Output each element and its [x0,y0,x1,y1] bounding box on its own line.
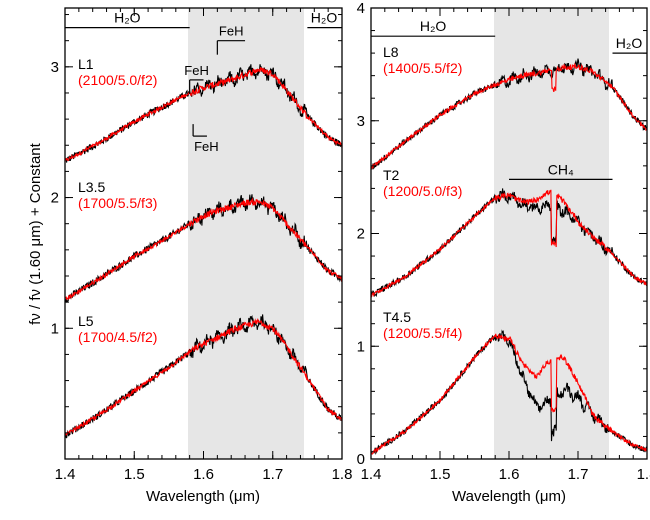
band-label: CH₄ [548,161,574,177]
y-tick-label: 2 [357,226,365,243]
model-parameters-label: (1700/5.5/f3) [78,195,157,211]
spectral-type-label: L3.5 [78,179,105,195]
left-xlabel: Wavelength (μm) [146,488,260,505]
band-label: H₂O [420,18,447,34]
band-label: H₂O [616,35,643,51]
model-spectrum-L1 [64,67,343,162]
observed-spectrum-T2 [370,188,648,298]
x-tick-label: 1.7 [568,466,589,483]
y-tick-label: 1 [51,320,59,337]
x-tick-label: 1.8 [637,466,650,483]
band-label: FeH [219,24,244,39]
model-spectrum-T4.5 [370,333,648,455]
x-tick-label: 1.6 [193,466,214,483]
model-spectrum-L5 [64,318,343,437]
x-tick-label: 1.7 [262,466,283,483]
left-ylabel: fν / fν (1.60 μm) + Constant [27,142,44,324]
y-tick-label: 3 [357,113,365,130]
right-ticks: 1.4 1.5 1.6 1.7 1.8 0 1 2 3 4 [357,0,650,483]
left-plot-area [64,64,343,439]
right-plot-area [370,58,648,455]
x-tick-label: 1.5 [430,466,451,483]
y-tick-label: 3 [51,59,59,76]
spectral-type-label: L5 [78,313,94,329]
x-tick-label: 1.5 [124,466,145,483]
band-label: FeH [184,63,209,78]
y-tick-label: 1 [357,338,365,355]
right-annotations: L8(1400/5.5/f2) T2(1200/5.0/f3) T4.5(1200/… [371,18,647,341]
x-tick-label: 1.8 [332,466,353,483]
y-tick-label: 0 [357,451,365,468]
x-tick-label: 1.6 [499,466,520,483]
spectral-type-label: L8 [383,44,399,60]
y-tick-label: 2 [51,190,59,207]
model-spectrum-L8 [370,62,648,170]
model-parameters-label: (1400/5.5/f2) [383,60,462,76]
right-xlabel: Wavelength (μm) [452,488,566,505]
model-spectrum-L3.5 [64,197,343,301]
x-tick-label: 1.4 [55,466,76,483]
model-spectrum-T2 [370,189,648,298]
model-parameters-label: (2100/5.0/f2) [78,72,157,88]
left-annotations: L1(2100/5.0/f2) L3.5(1700/5.5/f3) L5(1700/… [65,10,342,345]
left-ticks: 1.4 1.5 1.6 1.7 1.8 1 2 3 [51,8,353,483]
band-label: FeH [194,139,219,154]
spectral-type-label: T4.5 [383,309,411,325]
model-parameters-label: (1200/5.0/f3) [383,183,462,199]
spectral-type-label: T2 [383,167,400,183]
band-label: H₂O [311,10,338,26]
model-parameters-label: (1700/4.5/f2) [78,329,157,345]
y-tick-label: 4 [357,0,365,17]
x-tick-label: 1.4 [361,466,382,483]
model-parameters-label: (1200/5.5/f4) [383,325,462,341]
right-panel: 1.41.51.61.71.801234 L8(1400/5.5/f2)T2(1… [357,0,650,505]
spectral-type-label: L1 [78,56,94,72]
band-label: H₂O [114,10,141,26]
